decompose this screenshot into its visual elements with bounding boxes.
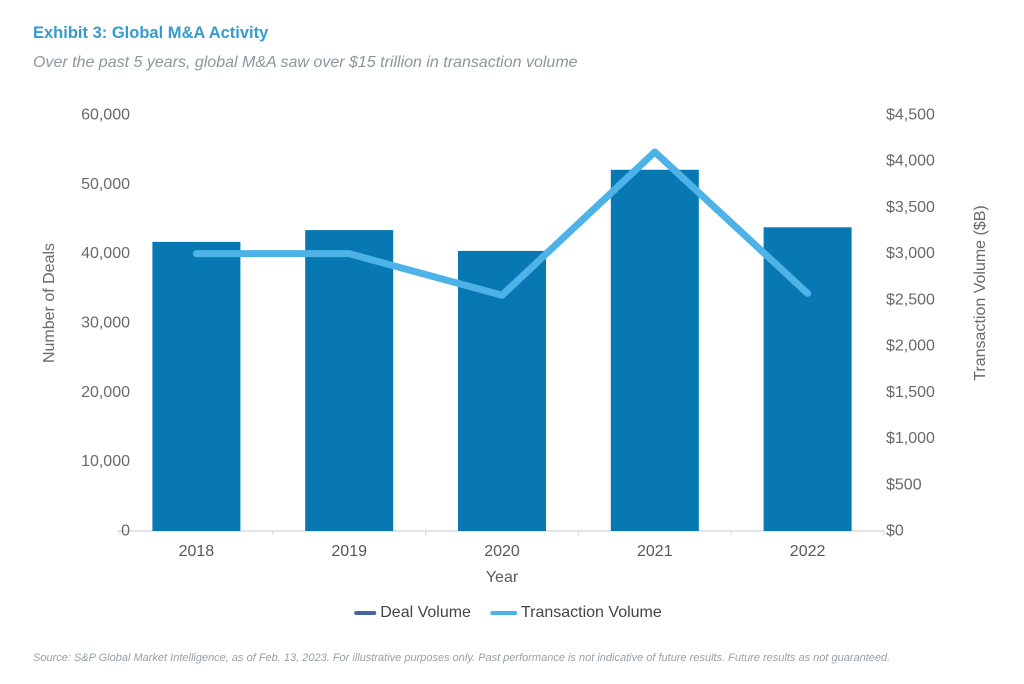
bar-2021 [610, 169, 699, 532]
legend-label-deal-volume: Deal Volume [380, 604, 471, 621]
x-tick-label-2020: 2020 [484, 543, 520, 560]
chart-legend: Deal Volume Transaction Volume [354, 604, 662, 622]
transaction-volume-line-marker-icon [489, 610, 517, 616]
right-axis-tick-label: $3,000 [886, 245, 935, 262]
chart-subtitle: Over the past 5 years, global M&A saw ov… [33, 54, 578, 71]
left-axis-tick-label: 60,000 [81, 107, 130, 124]
x-tick-label-2021: 2021 [637, 543, 673, 560]
right-axis-tick-label: $2,000 [886, 338, 935, 355]
right-axis-tick-label: $1,000 [886, 430, 935, 447]
left-axis-tick-label: 30,000 [81, 315, 130, 332]
legend-item-deal-volume: Deal Volume [354, 604, 471, 622]
left-axis-tick-label: 10,000 [81, 453, 130, 470]
bar-2018 [152, 241, 241, 531]
bar-2022 [763, 227, 852, 531]
right-axis-tick-label: $500 [886, 476, 922, 493]
left-axis-tick-label: 50,000 [81, 176, 130, 193]
legend-item-transaction-volume: Transaction Volume [489, 604, 662, 622]
bar-2019 [305, 230, 394, 532]
x-tick-label-2019: 2019 [331, 543, 367, 560]
source-note: Source: S&P Global Market Intelligence, … [33, 652, 891, 664]
right-axis-tick-label: $0 [886, 523, 904, 540]
left-axis-tick-label: 20,000 [81, 384, 130, 401]
legend-label-transaction-volume: Transaction Volume [520, 604, 662, 621]
left-axis-tick-label: 0 [121, 523, 130, 540]
line-transaction-volume [192, 148, 812, 299]
deal-volume-line-marker-icon [354, 610, 377, 616]
right-axis-tick-label: $4,500 [886, 107, 935, 124]
right-axis-tick-label: $1,500 [886, 384, 935, 401]
right-axis-tick-label: $4,000 [886, 153, 935, 170]
left-axis-tick-label: 40,000 [81, 245, 130, 262]
chart-title: Exhibit 3: Global M&A Activity [33, 24, 269, 42]
right-axis-tick-label: $3,500 [886, 199, 935, 216]
x-tick-label-2022: 2022 [790, 543, 826, 560]
x-tick-label-2018: 2018 [179, 543, 215, 560]
right-axis-tick-label: $2,500 [886, 291, 935, 308]
x-axis-title: Year [485, 569, 519, 586]
